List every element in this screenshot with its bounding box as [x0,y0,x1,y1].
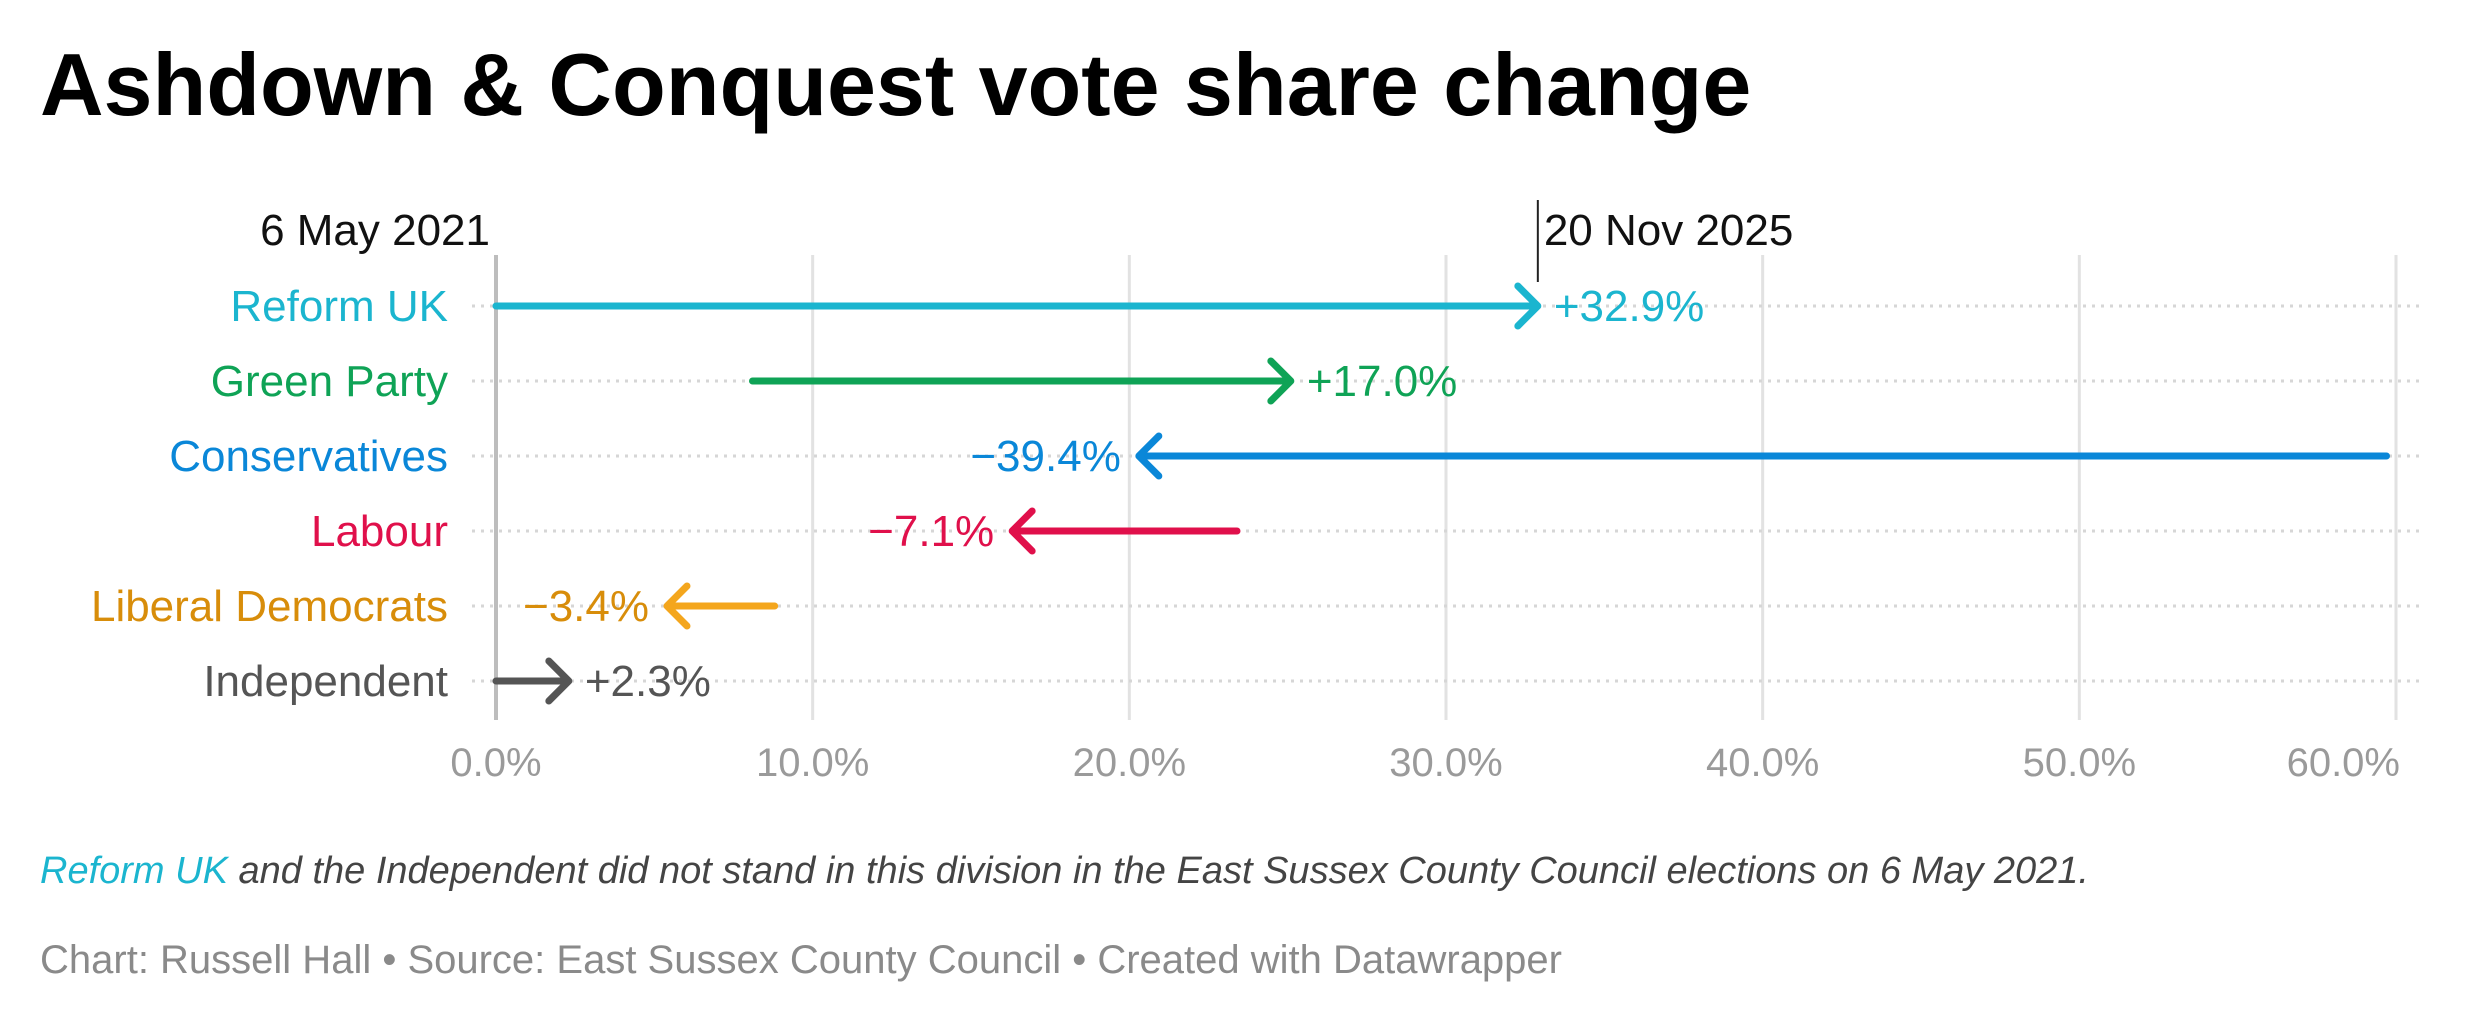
arrows-layer [492,282,2390,705]
chart-credit: Chart: Russell Hall • Source: East Susse… [40,938,1562,982]
arrow-head [1008,507,1036,555]
x-tick-label: 30.0% [1389,741,1502,785]
x-tick-label: 0.0% [450,741,541,785]
change-label: +17.0% [1307,357,1457,406]
labels-layer: Reform UK +32.9% Green Party +17.0% Conserva… [91,282,1704,706]
change-label: +2.3% [585,657,711,706]
x-tick-label: 40.0% [1706,741,1819,785]
header-layer: 6 May 2021 20 Nov 2025 [260,200,1793,282]
arrow-head [545,657,573,705]
category-label: Green Party [211,357,448,406]
category-label: Labour [311,507,448,556]
category-label: Independent [203,657,448,706]
footnote: Reform UK and the Independent did not st… [40,850,2089,893]
grid-layer [494,255,2398,720]
change-label: +32.9% [1554,282,1704,331]
start-date-label: 6 May 2021 [260,206,490,255]
change-label: −3.4% [523,582,649,631]
arrow-mark [663,582,779,630]
change-label: −7.1% [868,507,994,556]
category-label: Reform UK [230,282,448,331]
arrow-mark [1008,507,1241,555]
arrow-mark [1135,432,2390,480]
category-label: Conservatives [169,432,448,481]
arrow-head [1267,357,1295,405]
arrow-mark [492,657,573,705]
category-label: Liberal Democrats [91,582,448,631]
footnote-highlight: Reform UK [40,850,228,892]
arrow-head [1514,282,1542,330]
arrow-mark [749,357,1295,405]
arrow-head [663,582,691,630]
x-tick-label: 20.0% [1073,741,1186,785]
chart-title: Ashdown & Conquest vote share change [40,35,1752,134]
footnote-text: and the Independent did not stand in thi… [227,850,2089,892]
change-label: −39.4% [970,432,1120,481]
end-date-label: 20 Nov 2025 [1544,206,1794,255]
arrow-mark [492,282,1542,330]
x-axis: 0.0% 10.0% 20.0% 30.0% 40.0% 50.0% 60.0% [450,741,2400,785]
x-tick-label: 60.0% [2287,741,2400,785]
arrow-head [1135,432,1163,480]
x-tick-label: 50.0% [2023,741,2136,785]
x-tick-label: 10.0% [756,741,869,785]
